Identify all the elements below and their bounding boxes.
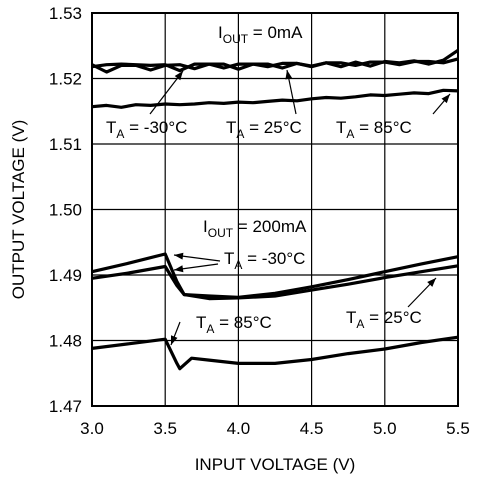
annotation-iout200: IOUT = 200mA bbox=[203, 217, 307, 240]
annotation-main: T bbox=[196, 313, 206, 332]
y-tick-label: 1.51 bbox=[49, 135, 82, 154]
annotation-main: T bbox=[336, 118, 346, 137]
x-axis-label: INPUT VOLTAGE (V) bbox=[195, 455, 356, 474]
arrowhead bbox=[174, 265, 183, 272]
y-axis-label: OUTPUT VOLTAGE (V) bbox=[9, 120, 28, 299]
annotation-subscript: A bbox=[236, 127, 244, 141]
series-line-iout200-ta-85 bbox=[92, 337, 458, 369]
arrowhead bbox=[174, 253, 183, 260]
pointer-layer bbox=[150, 70, 450, 345]
annotation-main: T bbox=[224, 249, 234, 268]
annotation-main: T bbox=[106, 118, 116, 137]
annotation-rest: = 85°C bbox=[214, 313, 271, 332]
annotation-ta-m30-top: TA = -30°C bbox=[106, 118, 187, 141]
annotation-subscript: OUT bbox=[208, 226, 234, 240]
annotation-rest: = 25°C bbox=[364, 308, 421, 327]
annotation-subscript: A bbox=[206, 322, 214, 336]
annotation-subscript: A bbox=[234, 258, 242, 272]
series-line-iout0-ta-85 bbox=[92, 90, 458, 107]
annotation-main: T bbox=[346, 308, 356, 327]
annotation-main: T bbox=[226, 118, 236, 137]
annotation-ta-25-top: TA = 25°C bbox=[226, 118, 302, 141]
annotation-subscript: A bbox=[346, 127, 354, 141]
y-tick-labels: 1.47 1.48 1.49 1.50 1.51 1.52 1.53 bbox=[49, 4, 82, 416]
y-tick-label: 1.47 bbox=[49, 397, 82, 416]
annotation-ta-85-bot: TA = 85°C bbox=[196, 313, 272, 336]
x-tick-label: 4.0 bbox=[227, 419, 251, 438]
y-tick-label: 1.53 bbox=[49, 4, 82, 23]
annotation-ta-25-bot: TA = 25°C bbox=[346, 308, 422, 331]
x-tick-label: 3.5 bbox=[153, 419, 177, 438]
annotation-subscript: OUT bbox=[223, 32, 249, 46]
annotation-ta-85-top: TA = 85°C bbox=[336, 118, 412, 141]
x-tick-label: 4.5 bbox=[300, 419, 324, 438]
y-tick-label: 1.52 bbox=[49, 70, 82, 89]
annotation-rest: = 0mA bbox=[248, 23, 303, 42]
annotation-rest: = -30°C bbox=[124, 118, 187, 137]
annotation-rest: = 85°C bbox=[354, 118, 411, 137]
x-tick-label: 5.5 bbox=[446, 419, 470, 438]
annotation-rest: = 25°C bbox=[244, 118, 301, 137]
x-tick-label: 3.0 bbox=[80, 419, 104, 438]
y-tick-label: 1.49 bbox=[49, 266, 82, 285]
x-tick-labels: 3.0 3.5 4.0 4.5 5.0 5.5 bbox=[80, 419, 470, 438]
annotation-rest: = -30°C bbox=[242, 249, 305, 268]
annotation-iout0: IOUT = 0mA bbox=[218, 23, 303, 46]
x-tick-label: 5.0 bbox=[373, 419, 397, 438]
series-line-iout0-ta-25 bbox=[92, 50, 458, 72]
annotation-subscript: A bbox=[116, 127, 124, 141]
y-tick-label: 1.48 bbox=[49, 332, 82, 351]
annotation-rest: = 200mA bbox=[233, 217, 307, 236]
y-tick-label: 1.50 bbox=[49, 201, 82, 220]
annotation-ta-m30-bot: TA = -30°C bbox=[224, 249, 305, 272]
annotation-subscript: A bbox=[356, 317, 364, 331]
arrowhead bbox=[285, 70, 292, 80]
